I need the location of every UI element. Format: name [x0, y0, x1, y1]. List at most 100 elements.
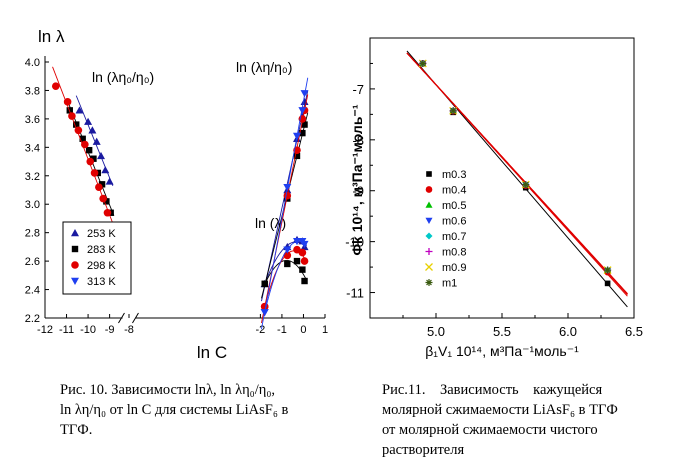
data-point — [95, 183, 103, 191]
data-point — [81, 140, 89, 149]
data-point — [71, 277, 79, 285]
data-point — [298, 248, 307, 257]
data-point — [300, 257, 309, 265]
data-point — [284, 260, 291, 268]
caption-line: молярной сжимаемости LiAsF₆ в ТГФ — [382, 402, 618, 418]
data-point — [88, 126, 97, 134]
fit-line — [261, 94, 309, 324]
data-point — [293, 238, 301, 246]
y-tick-label: 3.8 — [25, 85, 40, 97]
legend-label: m0.5 — [442, 200, 466, 212]
x-tick-label: 1 — [322, 324, 328, 336]
data-point — [293, 152, 301, 160]
legend: m0.3 m0.4 m0.5 m0.6 m0.7 m0.8 m0.9 m1 — [425, 169, 466, 290]
data-point — [604, 266, 612, 274]
y-tick-label: 2.4 — [25, 285, 40, 297]
data-point — [283, 183, 292, 192]
data-point — [86, 157, 95, 166]
caption-line: от молярной сжимаемости чистого — [382, 422, 598, 438]
data-point — [283, 251, 292, 260]
x-tick-label: -11 — [59, 324, 74, 336]
data-point — [68, 112, 76, 120]
data-point — [293, 132, 301, 140]
legend-label: 313 K — [87, 276, 116, 288]
y-tick-label: 3.2 — [25, 171, 40, 183]
y-tick-label: -10 — [345, 235, 364, 250]
data-point — [301, 121, 308, 128]
caption-line: Рис.11. Зависимость кажущейся — [382, 382, 603, 398]
y-tick-label: -9 — [352, 184, 364, 199]
data-point — [85, 146, 93, 154]
data-point — [75, 106, 84, 114]
data-point — [604, 280, 611, 287]
data-point — [299, 266, 306, 273]
data-point — [71, 229, 79, 237]
fit-line — [261, 77, 309, 330]
data-point — [425, 232, 433, 240]
data-point — [293, 257, 301, 265]
data-point — [449, 107, 457, 115]
data-point — [71, 245, 79, 253]
legend: 253 K 283 K 298 K 313 K — [62, 221, 132, 295]
y-tick-label: 3.4 — [25, 142, 40, 154]
data-point — [74, 126, 83, 135]
data-point — [84, 117, 93, 125]
annotation-label: ln (λη₀/η₀) — [92, 69, 154, 85]
y-axis-title: Φk 10¹⁴, м³Па⁻¹моль⁻¹ — [349, 104, 365, 255]
y-tick-label: 4.0 — [25, 57, 40, 69]
data-point — [261, 280, 268, 288]
x-tick-label: -10 — [80, 324, 96, 336]
caption-line: растворителя — [382, 442, 465, 458]
legend-label: 253 K — [87, 228, 116, 240]
y-tick-label: -11 — [346, 286, 364, 301]
data-point — [425, 186, 433, 193]
caption-line: ТГФ. — [60, 422, 93, 438]
figure-11-caption: Рис.11. Зависимость кажущейся молярной с… — [382, 380, 674, 460]
data-point — [98, 181, 106, 188]
legend-label: m0.9 — [442, 262, 466, 274]
series-m0.4 — [419, 60, 611, 276]
caption-line: Рис. 10. Зависимости lnλ, ln λη₀/η₀, — [60, 382, 276, 398]
data-point — [79, 135, 86, 142]
data-point — [97, 151, 105, 160]
data-point — [90, 169, 99, 177]
fit-line — [264, 240, 307, 313]
x-tick-label: 5.5 — [493, 324, 511, 339]
x-tick-label: 6.5 — [625, 324, 643, 339]
compressibility-chart: 5.0 5.5 6.0 6.5 -7 -8 -9 -10 -11 β₁V₁ 10¹⁴, м³Па⁻… — [345, 37, 643, 359]
y-tick-label: 2.2 — [25, 313, 40, 325]
x-tick-label: -8 — [124, 324, 134, 336]
data-point — [92, 137, 101, 145]
data-point — [425, 217, 433, 224]
legend-label: m0.3 — [442, 169, 466, 181]
series-298-K — [51, 66, 309, 324]
data-point — [300, 240, 309, 249]
fit-line — [406, 52, 628, 295]
data-point — [283, 246, 292, 254]
data-point — [71, 261, 79, 269]
x-tick-label: -1 — [277, 324, 287, 336]
x-tick-label: 5.0 — [427, 324, 445, 339]
data-point — [301, 277, 308, 285]
series-m1 — [419, 59, 612, 274]
plot-frame — [369, 37, 635, 319]
data-point — [103, 208, 112, 217]
data-point — [425, 201, 433, 208]
data-point — [101, 166, 110, 174]
data-point — [300, 97, 309, 106]
series-313-K — [260, 77, 309, 330]
data-point — [300, 90, 309, 98]
caption-line: ln λη/η₀ от ln C для системы LiAsF₆ в — [60, 402, 289, 418]
annotation-label: ln (λ) — [255, 215, 286, 231]
data-point — [105, 177, 114, 185]
x-tick-label: -2 — [255, 324, 265, 336]
figure-10-caption: Рис. 10. Зависимости lnλ, ln λη₀/η₀, ln … — [60, 380, 360, 440]
y-tick-label: 2.8 — [25, 228, 40, 240]
legend-label: m1 — [442, 278, 457, 290]
data-point — [522, 181, 530, 189]
data-point — [63, 98, 72, 106]
legend-label: m0.4 — [442, 185, 466, 197]
legend-label: m0.8 — [442, 247, 466, 259]
data-point — [419, 59, 427, 67]
data-point — [299, 129, 306, 137]
